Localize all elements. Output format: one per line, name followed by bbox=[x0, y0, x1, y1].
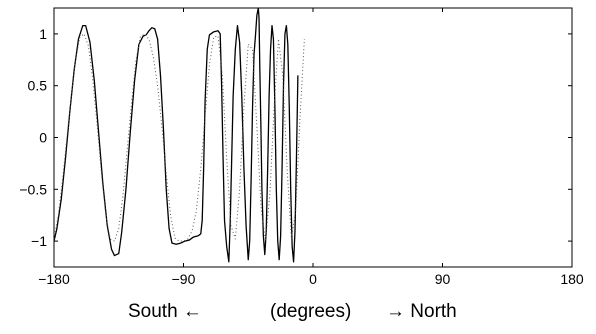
x-axis-label-center: (degrees) bbox=[270, 301, 351, 322]
series-layer bbox=[54, 8, 305, 263]
y-tick-label: 0.5 bbox=[28, 78, 48, 94]
series-line-1 bbox=[54, 8, 299, 263]
x-tick-label: 180 bbox=[560, 271, 584, 287]
plot-area-frame bbox=[53, 7, 573, 268]
x-axis-label-left: South ← bbox=[128, 301, 202, 322]
x-axis-label-right: → North bbox=[386, 301, 457, 322]
x-tick-label: 90 bbox=[435, 271, 451, 287]
x-tick-label: −180 bbox=[38, 271, 70, 287]
y-tick-label: −0.5 bbox=[19, 181, 47, 197]
y-tick-label: 0 bbox=[39, 130, 47, 146]
y-tick-label: 1 bbox=[39, 26, 47, 42]
y-tick-label: −1 bbox=[31, 233, 47, 249]
tick-layer: −180 −90 0 90 180 −1 −0.5 0 0.5 1 bbox=[19, 8, 584, 287]
x-tick-label: −90 bbox=[172, 271, 196, 287]
x-tick-label: 0 bbox=[309, 271, 317, 287]
